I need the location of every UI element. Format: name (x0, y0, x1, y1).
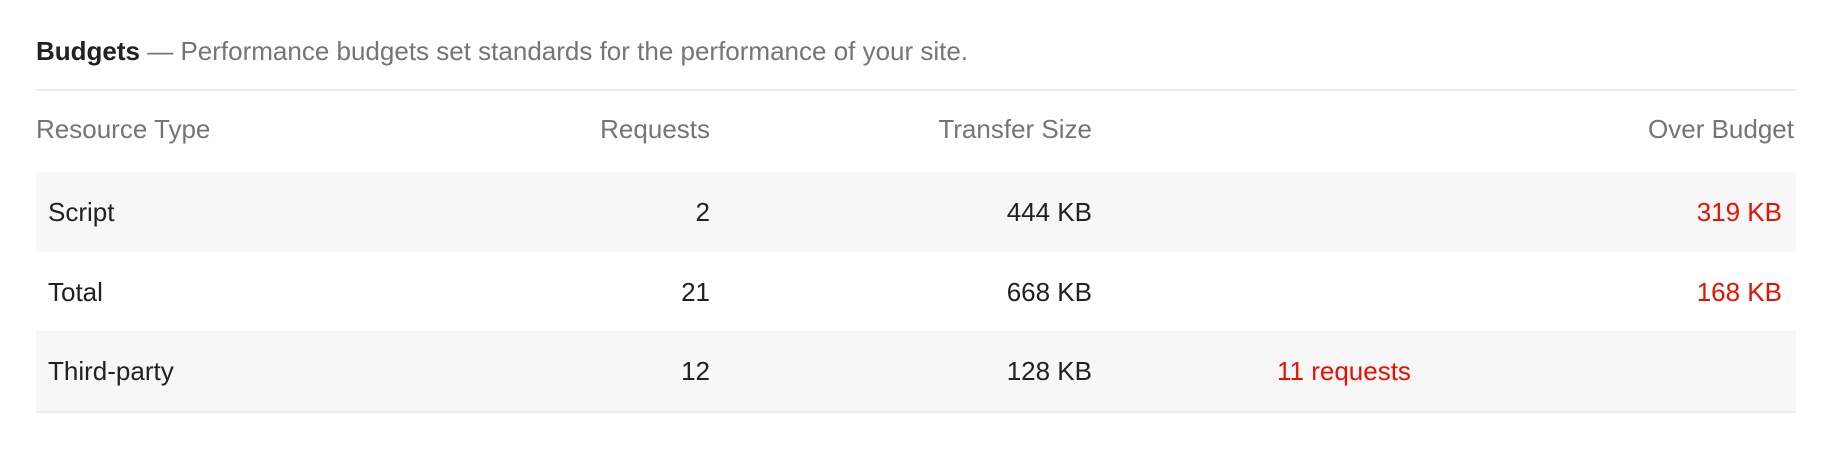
divider (36, 89, 1796, 91)
resource-type: Total (48, 277, 103, 307)
title-bold: Budgets (36, 36, 140, 66)
requests-over-budget: 11 requests (1277, 356, 1411, 386)
header-requests: Requests (600, 114, 710, 144)
table-row: Total 21 668 KB 168 KB (36, 252, 1796, 332)
size-over-budget: 319 KB (1696, 197, 1782, 227)
requests: 21 (681, 277, 710, 307)
table-bottom-border (36, 411, 1796, 413)
requests: 2 (695, 197, 710, 227)
header-transfer-size: Transfer Size (938, 114, 1092, 144)
transfer-size: 128 KB (1006, 356, 1092, 386)
table-row: Third-party 12 128 KB 11 requests (36, 331, 1796, 411)
requests: 12 (681, 356, 710, 386)
table-row: Script 2 444 KB 319 KB (36, 172, 1796, 252)
size-over-budget: 168 KB (1696, 277, 1782, 307)
transfer-size: 444 KB (1006, 197, 1092, 227)
resource-type: Third-party (48, 356, 174, 386)
budgets-heading: Budgets — Performance budgets set standa… (36, 36, 968, 67)
header-resource-type: Resource Type (36, 114, 211, 144)
title-description: Performance budgets set standards for th… (180, 36, 969, 66)
resource-type: Script (48, 197, 115, 227)
transfer-size: 668 KB (1006, 277, 1092, 307)
header-over-budget: Over Budget (1648, 114, 1794, 144)
title-separator: — (140, 36, 181, 66)
